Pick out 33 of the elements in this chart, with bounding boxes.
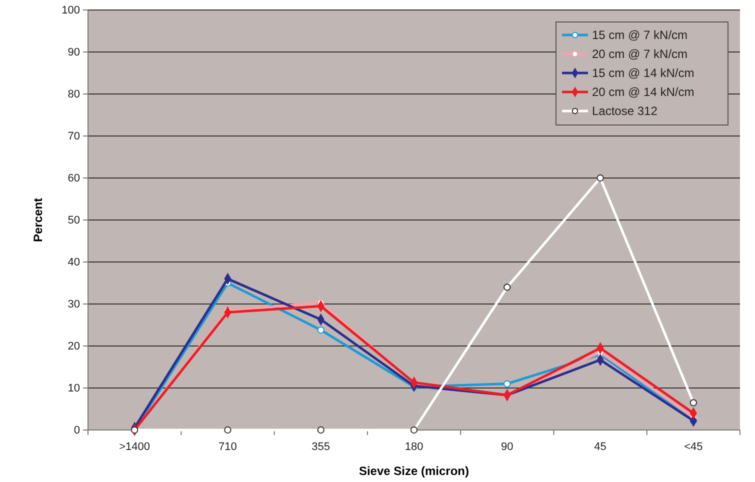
y-tick-label: 10 <box>68 382 80 395</box>
point <box>690 399 698 406</box>
y-tick-label: 70 <box>68 130 80 143</box>
point <box>504 380 511 388</box>
x-tick-label: 90 <box>501 440 514 453</box>
x-axis-title: Sieve Size (micron) <box>358 464 470 478</box>
legend-label: Lactose 312 <box>592 104 658 118</box>
y-tick-label: 80 <box>68 88 80 101</box>
point <box>224 426 232 434</box>
y-tick-label: 40 <box>68 256 80 269</box>
x-tick-label: >1400 <box>119 440 150 453</box>
y-tick-label: 0 <box>74 424 80 437</box>
y-tick-label: 60 <box>68 172 80 185</box>
x-tick-label: 710 <box>218 440 237 453</box>
point <box>410 426 418 434</box>
y-tick-label: 90 <box>68 46 80 59</box>
legend-label: 20 cm @ 7 kN/cm <box>592 47 688 61</box>
x-tick-label: 45 <box>594 440 606 453</box>
y-tick-label: 50 <box>68 214 80 227</box>
y-tick-label: 30 <box>68 298 80 311</box>
x-tick-label: 180 <box>404 440 424 453</box>
point <box>596 174 604 182</box>
y-tick-label: 20 <box>68 340 80 353</box>
legend-label: 20 cm @ 14 kN/cm <box>592 85 694 99</box>
x-tick-label: 355 <box>312 440 330 453</box>
legend-label: 15 cm @ 14 kN/cm <box>592 66 694 80</box>
point <box>317 326 324 334</box>
legend-label: 15 cm @ 7 kN/cm <box>592 28 688 42</box>
point <box>317 426 324 434</box>
y-axis-title: Percent <box>31 198 45 242</box>
x-tick-label: <45 <box>684 440 703 453</box>
point <box>504 284 511 291</box>
y-tick-label: 100 <box>62 4 80 17</box>
